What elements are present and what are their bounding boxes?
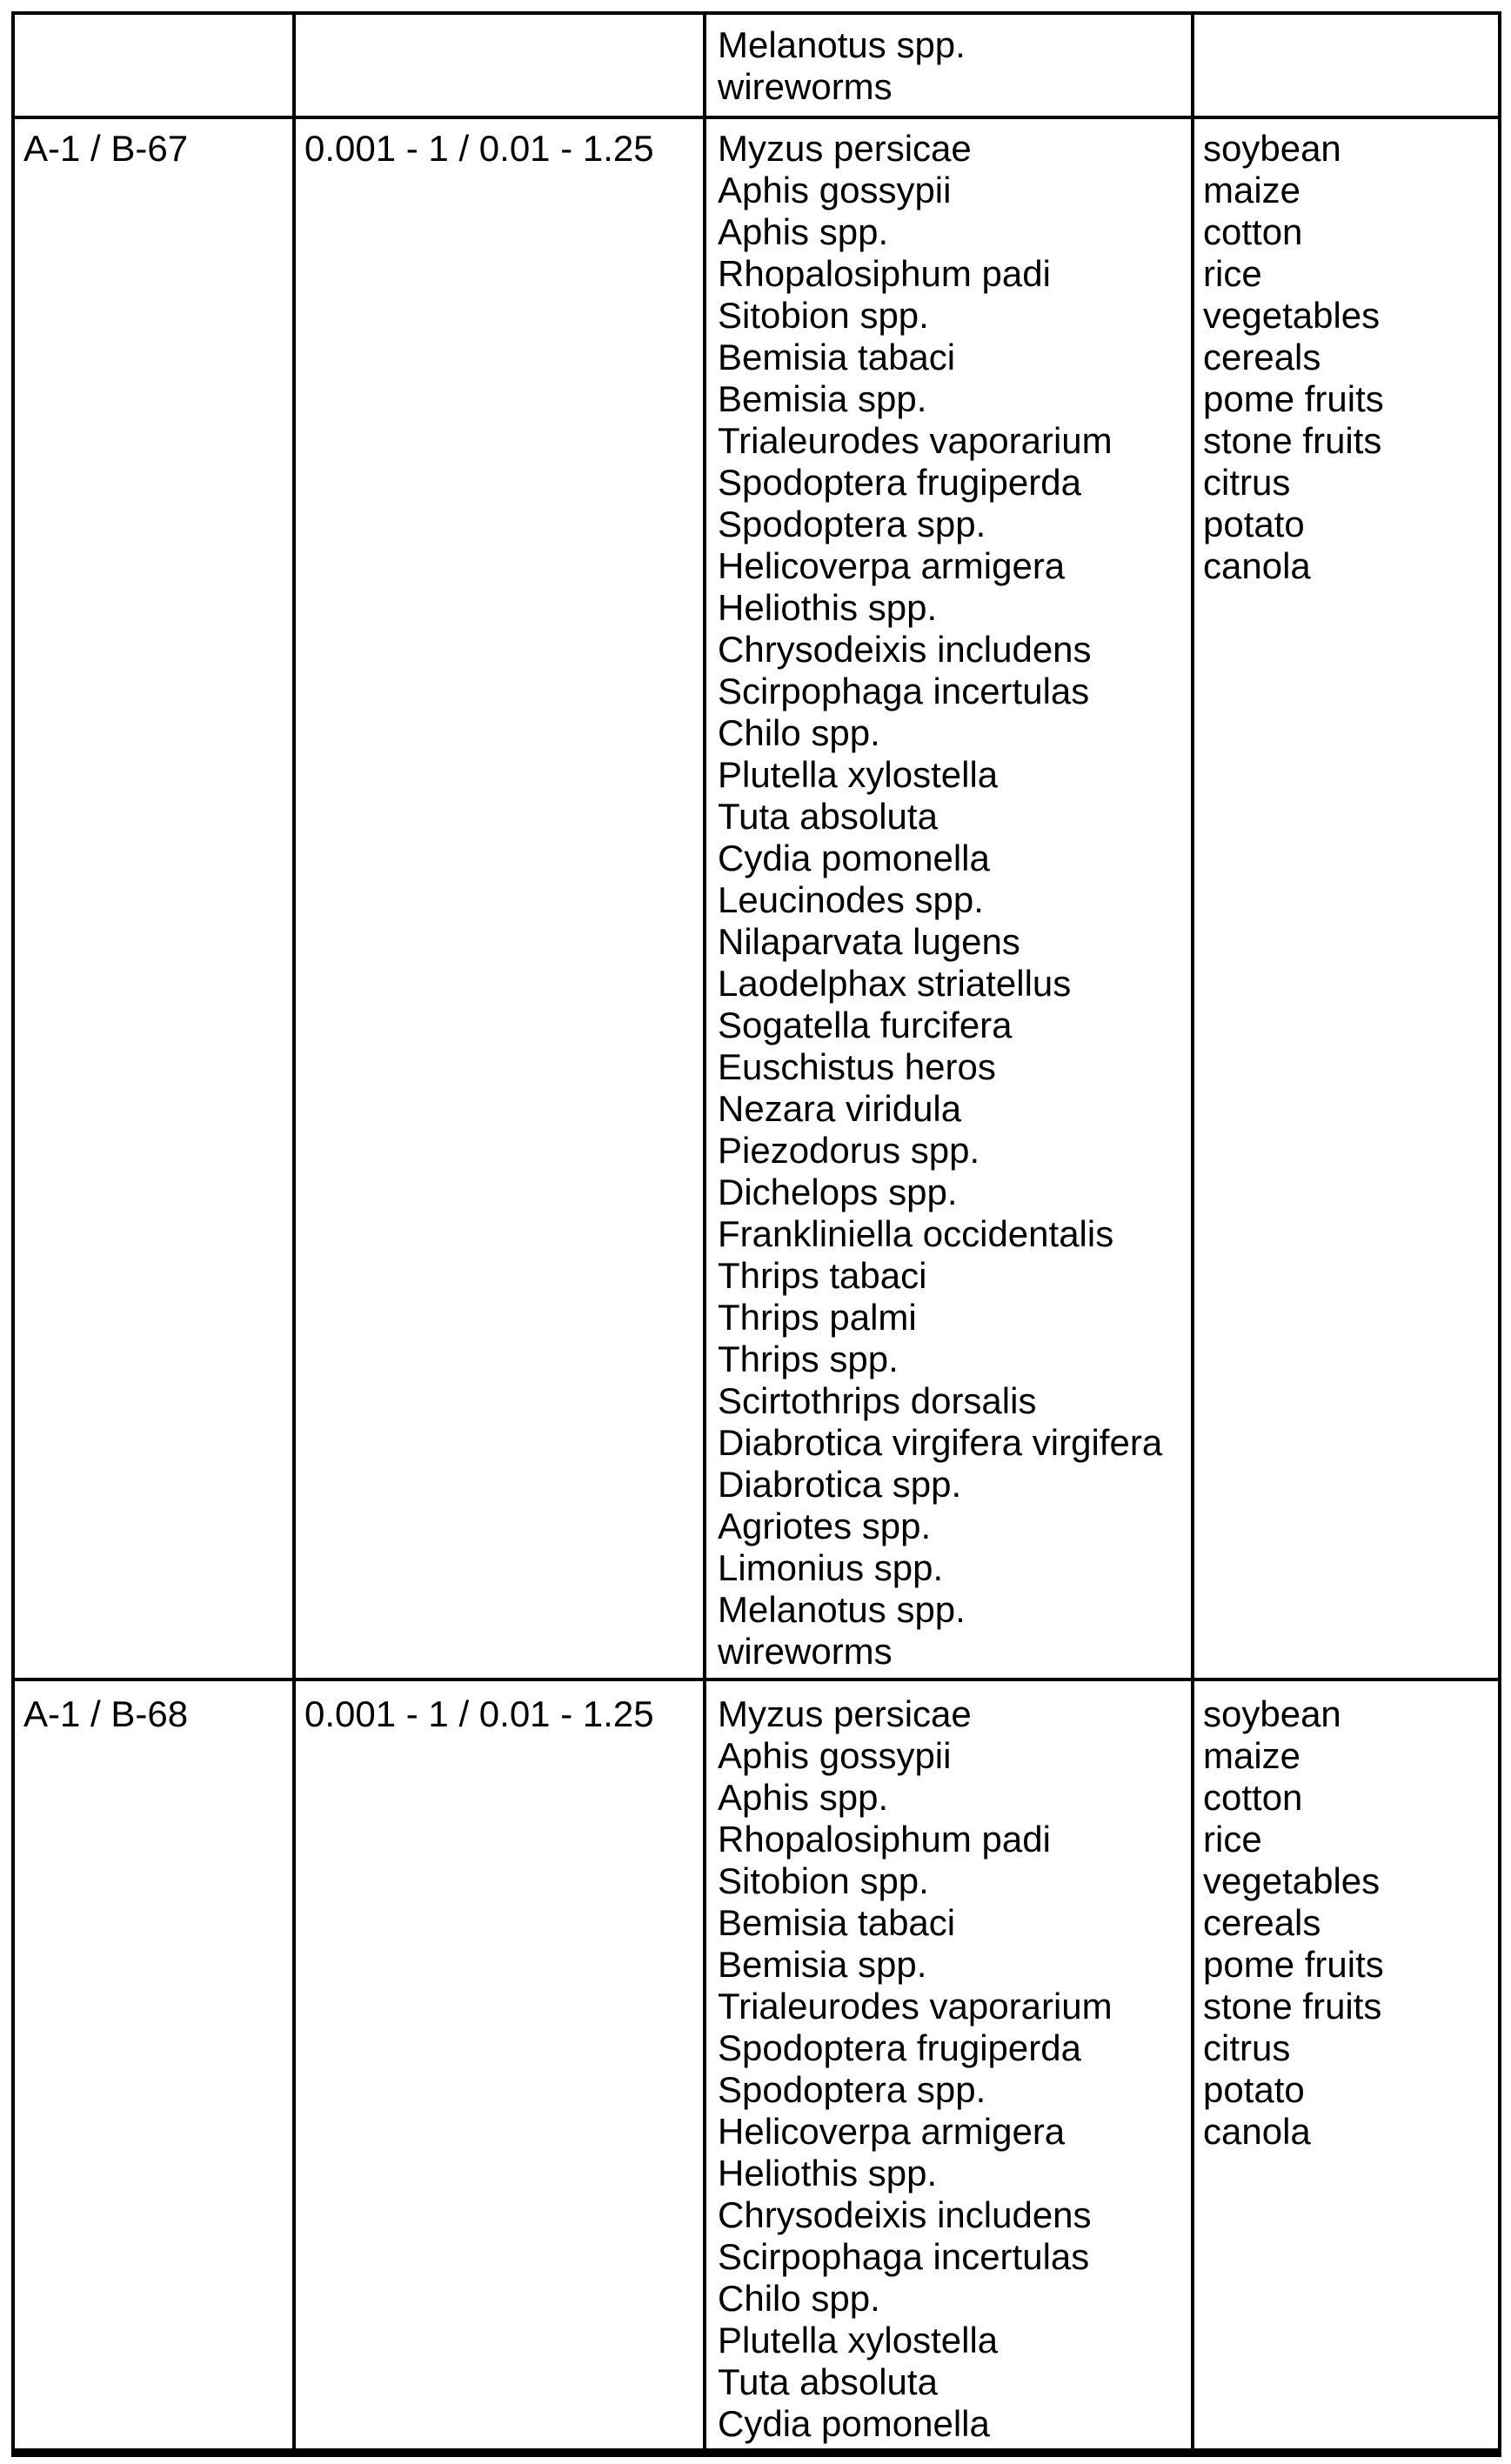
list-line: Aphis spp. [718,211,889,252]
list-line: Aphis gossypii [718,170,952,210]
list-line: Heliothis spp. [718,2153,938,2194]
list-line: Leucinodes spp. [718,879,984,920]
row-separator-b67-b68 [11,1678,1501,1681]
table-border-bottom-cut [11,2448,1501,2457]
list-line: maize [1203,170,1301,210]
list-line: Limonius spp. [718,1547,944,1588]
list-line: Myzus persicae [718,128,972,169]
list-line: citrus [1203,2027,1291,2068]
list-line: Sitobion spp. [718,1860,929,1901]
list-line: canola [1203,2111,1311,2152]
list-line: pome fruits [1203,1944,1384,1985]
list-line: Scirtothrips dorsalis [718,1380,1037,1421]
column-border-id-rate [292,11,296,2457]
list-line: rice [1203,253,1262,294]
list-line: Thrips spp. [718,1339,899,1379]
list-line: Helicoverpa armigera [718,545,1066,586]
list-line: Trialeurodes vaporarium [718,1986,1113,2027]
row-rate-b67: 0.001 - 1 / 0.01 - 1.25 [304,128,654,169]
list-line: Melanotus spp. [718,1589,966,1630]
list-line: vegetables [1203,1860,1381,1901]
list-line: Diabrotica spp. [718,1464,962,1505]
list-line: Chilo spp. [718,712,880,753]
list-line: Piezodorus spp. [718,1130,980,1171]
list-line: canola [1203,545,1311,586]
list-line: Chrysodeixis includens [718,629,1092,670]
list-line: Bemisia spp. [718,378,927,419]
list-line: Aphis spp. [718,1777,889,1818]
list-line: Heliothis spp. [718,587,938,628]
list-line: Nilaparvata lugens [718,921,1020,962]
list-line: Sogatella furcifera [718,1005,1013,1045]
row-crop-list-b67: soybean maize cotton rice vegetables cereals p… [1203,128,1384,587]
list-line: stone fruits [1203,1986,1382,2027]
list-line: Cydia pomonella [718,838,990,878]
list-line: Thrips tabaci [718,1255,927,1296]
list-line: Scirpophaga incertulas [718,671,1090,711]
row-pest-list-b67: Myzus persicae Aphis gossypii Aphis spp. Rh… [718,128,1162,1673]
list-line: Trialeurodes vaporarium [718,420,1113,461]
list-line: maize [1203,1735,1301,1776]
list-line: Sitobion spp. [718,295,929,336]
list-line: Thrips palmi [718,1297,917,1338]
carryover-pest-list: Melanotus spp. wireworms [718,24,966,108]
list-line: Bemisia tabaci [718,1902,956,1943]
list-line: vegetables [1203,295,1381,336]
list-line: Aphis gossypii [718,1735,952,1776]
column-border-rate-pests [703,11,706,2457]
list-line: citrus [1203,462,1291,503]
list-line: Rhopalosiphum padi [718,1819,1051,1860]
table-border-right [1498,11,1501,2457]
list-line: cereals [1203,1902,1321,1943]
list-line: Plutella xylostella [718,754,999,795]
list-line: Plutella xylostella [718,2320,999,2360]
list-line: Spodoptera frugiperda [718,2027,1081,2068]
list-line: rice [1203,1819,1262,1860]
table-border-top [11,11,1501,15]
list-line: Spodoptera spp. [718,504,986,544]
row-rate-b68: 0.001 - 1 / 0.01 - 1.25 [304,1693,654,1734]
list-line: potato [1203,504,1305,544]
table-border-left [11,11,15,2457]
row-crop-list-b68: soybean maize cotton rice vegetables cereals p… [1203,1693,1384,2153]
list-line: potato [1203,2069,1305,2110]
list-line: Cydia pomonella [718,2403,990,2444]
row-pest-list-b68: Myzus persicae Aphis gossypii Aphis spp. Rh… [718,1693,1113,2445]
list-line: Bemisia spp. [718,1944,927,1985]
list-line: Dichelops spp. [718,1172,958,1212]
list-line: Scirpophaga incertulas [718,2236,1090,2277]
list-line: Spodoptera frugiperda [718,462,1081,503]
list-line: wireworms [718,66,893,107]
list-line: soybean [1203,1693,1341,1734]
list-line: Rhopalosiphum padi [718,253,1051,294]
list-line: Chilo spp. [718,2278,880,2319]
row-separator-carryover-b67 [11,116,1501,119]
list-line: stone fruits [1203,420,1382,461]
list-line: Nezara viridula [718,1088,962,1129]
list-line: Euschistus heros [718,1046,996,1087]
list-line: Tuta absoluta [718,796,938,837]
list-line: Spodoptera spp. [718,2069,986,2110]
list-line: soybean [1203,128,1341,169]
list-line: Agriotes spp. [718,1506,932,1546]
list-line: wireworms [718,1631,893,1672]
list-line: Myzus persicae [718,1693,972,1734]
list-line: Laodelphax striatellus [718,963,1072,1004]
column-border-pests-crops [1191,11,1194,2457]
list-line: cereals [1203,337,1321,377]
row-id-b67: A-1 / B-67 [23,128,189,169]
list-line: Helicoverpa armigera [718,2111,1066,2152]
list-line: cotton [1203,1777,1303,1818]
list-line: pome fruits [1203,378,1384,419]
list-line: cotton [1203,211,1303,252]
list-line: Frankliniella occidentalis [718,1213,1114,1254]
list-line: Bemisia tabaci [718,337,956,377]
list-line: Diabrotica virgifera virgifera [718,1422,1163,1463]
list-line: Melanotus spp. [718,24,966,65]
list-line: Tuta absoluta [718,2361,938,2402]
list-line: Chrysodeixis includens [718,2194,1092,2235]
row-id-b68: A-1 / B-68 [23,1693,189,1734]
